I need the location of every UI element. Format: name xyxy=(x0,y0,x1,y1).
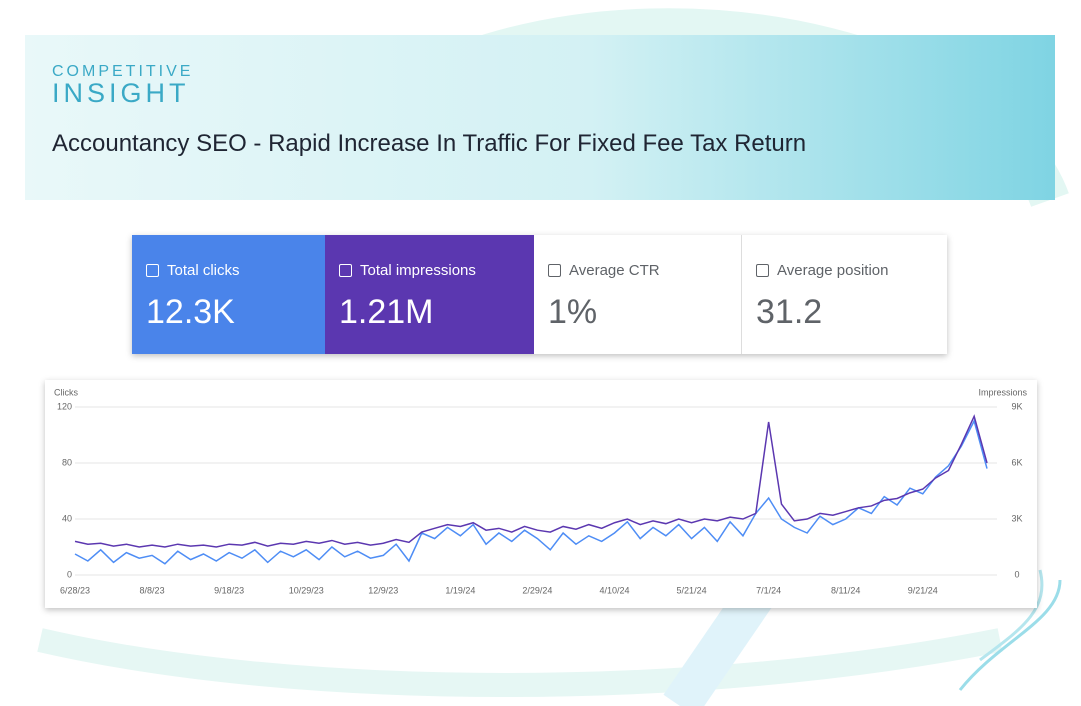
x-tick-label: 8/8/23 xyxy=(140,585,165,595)
y-tick-label: 80 xyxy=(62,457,72,467)
metric-label: Average CTR xyxy=(569,262,660,279)
logo-top: COMPETITIVE xyxy=(52,63,194,80)
y-tick-label: 40 xyxy=(62,513,72,523)
x-tick-label: 9/18/23 xyxy=(214,585,244,595)
x-tick-label: 10/29/23 xyxy=(289,585,324,595)
headline: Accountancy SEO - Rapid Increase In Traf… xyxy=(52,130,807,157)
y-tick-label: 0 xyxy=(67,569,72,579)
series-line xyxy=(74,418,988,565)
x-tick-label: 4/10/24 xyxy=(599,585,629,595)
y2-tick-label: 6K xyxy=(1011,457,1022,467)
metric-card[interactable]: Average CTR 1% xyxy=(534,235,742,354)
metric-card[interactable]: Total clicks 12.3K xyxy=(132,235,325,354)
header-band xyxy=(25,35,1055,200)
x-tick-label: 9/21/24 xyxy=(908,585,938,595)
chart-panel: Clicks Impressions 0 40 80 120 0 3K 6K 9K 6/28/2… xyxy=(45,380,1037,608)
checkbox xyxy=(548,264,561,277)
metric-cards: Total clicks 12.3K Total impressions 1.2… xyxy=(132,235,947,354)
y2-tick-label: 9K xyxy=(1011,401,1022,411)
metric-card[interactable]: Total impressions 1.21M xyxy=(325,235,534,354)
metric-value: 1.21M xyxy=(339,293,434,331)
metric-label: Total impressions xyxy=(360,262,476,279)
y2-tick-label: 0 xyxy=(1014,569,1019,579)
checkbox xyxy=(756,264,769,277)
series-line xyxy=(74,414,988,548)
y2-axis-title: Impressions xyxy=(978,387,1027,397)
chart: Clicks Impressions 0 40 80 120 0 3K 6K 9K 6/28/2… xyxy=(54,387,1028,595)
x-tick-label: 5/21/24 xyxy=(677,585,707,595)
logo: COMPETITIVE INSIGHT xyxy=(52,63,194,108)
metric-value: 12.3K xyxy=(146,293,235,331)
y2-tick-label: 3K xyxy=(1011,513,1022,523)
checkbox xyxy=(339,264,352,277)
checkbox xyxy=(146,264,159,277)
metric-label: Total clicks xyxy=(167,262,240,279)
x-tick-label: 12/9/23 xyxy=(368,585,398,595)
logo-bottom: INSIGHT xyxy=(52,78,190,108)
metric-label: Average position xyxy=(777,262,889,279)
x-tick-label: 2/29/24 xyxy=(522,585,552,595)
metric-value: 1% xyxy=(548,293,598,331)
y-tick-label: 120 xyxy=(57,401,72,411)
metric-card[interactable]: Average position 31.2 xyxy=(742,235,947,354)
x-tick-label: 1/19/24 xyxy=(445,585,475,595)
x-tick-label: 8/11/24 xyxy=(831,585,860,595)
y-axis-title: Clicks xyxy=(54,387,78,397)
x-tick-label: 7/1/24 xyxy=(756,585,781,595)
metric-value: 31.2 xyxy=(756,293,823,331)
x-tick-label: 6/28/23 xyxy=(60,585,90,595)
